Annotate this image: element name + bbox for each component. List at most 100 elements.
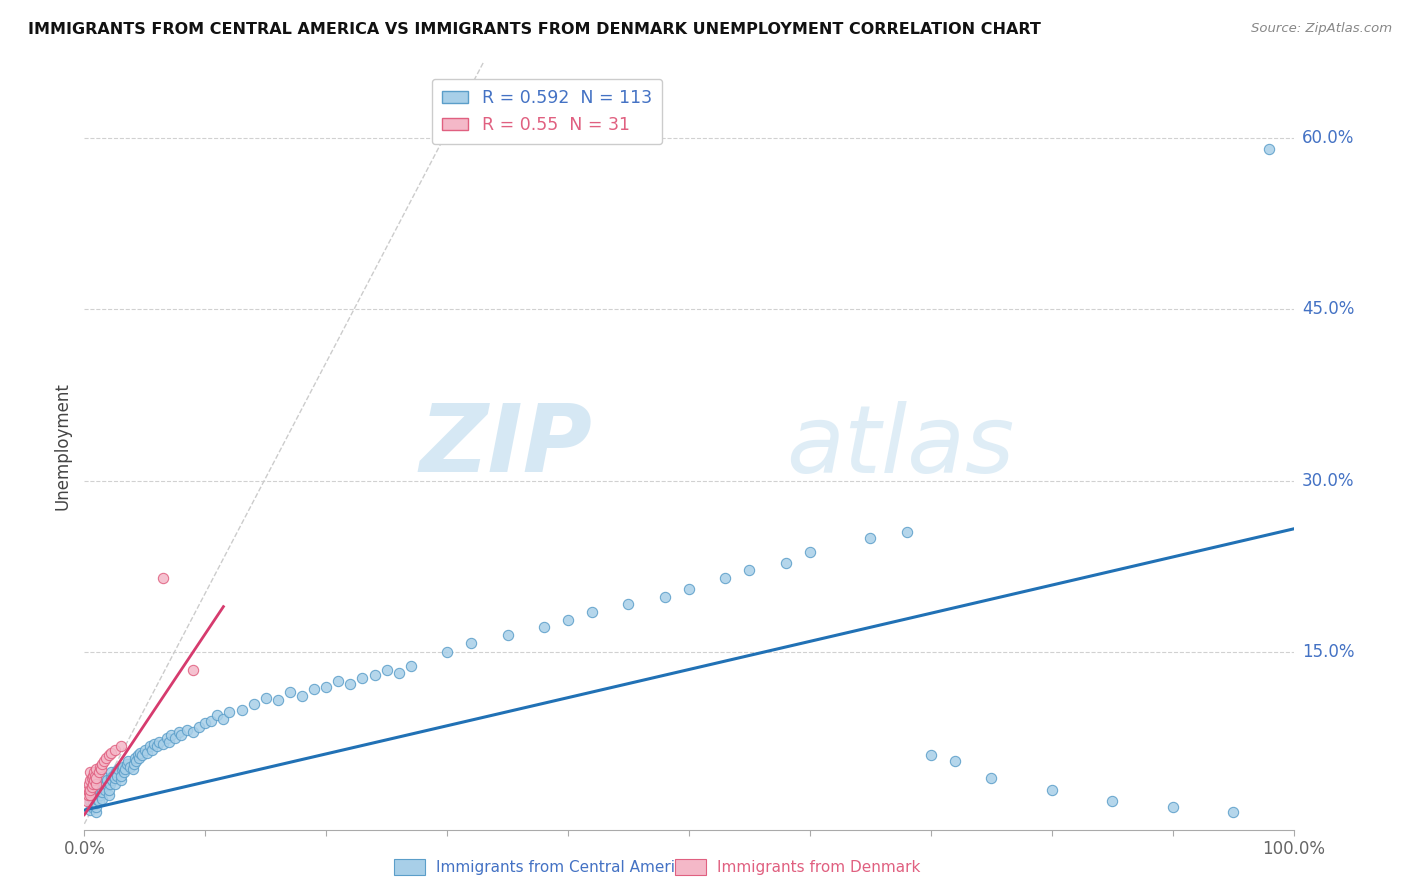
Point xyxy=(89,789,111,803)
Point xyxy=(82,777,104,791)
Point xyxy=(86,785,108,799)
Point xyxy=(148,734,170,748)
Point xyxy=(375,663,398,677)
Point xyxy=(86,805,108,820)
Point xyxy=(79,782,101,797)
Point xyxy=(100,771,122,785)
Point xyxy=(80,771,103,785)
Point xyxy=(110,773,132,788)
Text: atlas: atlas xyxy=(786,401,1014,491)
Point xyxy=(87,765,110,780)
Point xyxy=(218,705,240,719)
Point xyxy=(136,746,159,760)
Point xyxy=(104,771,127,785)
Point xyxy=(138,739,160,753)
Point xyxy=(86,799,108,814)
Point xyxy=(111,762,134,776)
Point xyxy=(82,797,104,811)
Point xyxy=(76,794,98,808)
Point xyxy=(557,613,579,627)
Point xyxy=(79,794,101,808)
Point xyxy=(77,777,100,791)
Point xyxy=(97,748,120,763)
Point xyxy=(980,771,1002,785)
Point xyxy=(86,777,108,791)
Point xyxy=(207,708,229,723)
Point xyxy=(110,769,132,783)
Point xyxy=(167,725,190,739)
Point xyxy=(128,750,150,764)
Point xyxy=(896,525,918,540)
Point xyxy=(90,762,112,776)
Point xyxy=(131,748,153,763)
Point xyxy=(112,760,135,774)
Point xyxy=(80,799,103,814)
Point xyxy=(91,791,114,805)
Point xyxy=(157,734,180,748)
Point xyxy=(920,748,942,763)
Point xyxy=(97,789,120,803)
Point xyxy=(278,685,301,699)
Point xyxy=(617,598,640,612)
Point xyxy=(399,659,422,673)
Point xyxy=(181,663,204,677)
Point xyxy=(363,668,385,682)
Point xyxy=(83,773,105,788)
Text: 30.0%: 30.0% xyxy=(1302,472,1354,490)
Point xyxy=(86,782,108,797)
Point xyxy=(83,765,105,780)
Point xyxy=(194,716,217,731)
Point xyxy=(1040,782,1063,797)
Point xyxy=(176,723,198,737)
Point xyxy=(388,665,411,680)
Text: 15.0%: 15.0% xyxy=(1302,643,1354,661)
Point xyxy=(104,777,127,791)
Point xyxy=(79,773,101,788)
Point xyxy=(91,785,114,799)
Point xyxy=(105,769,128,783)
Point xyxy=(96,773,118,788)
Point xyxy=(943,754,966,768)
Point xyxy=(117,754,139,768)
Point xyxy=(94,771,117,785)
Point xyxy=(79,803,101,817)
Point xyxy=(98,777,121,791)
Point xyxy=(93,754,115,768)
Point xyxy=(170,728,193,742)
Point xyxy=(200,714,222,728)
Text: Immigrants from Denmark: Immigrants from Denmark xyxy=(717,861,921,875)
Point xyxy=(83,791,105,805)
Point xyxy=(77,785,100,799)
Point xyxy=(103,769,125,783)
Point xyxy=(125,754,148,768)
Point xyxy=(678,582,700,597)
Point xyxy=(581,605,603,619)
Point xyxy=(315,680,337,694)
Point xyxy=(91,757,114,772)
Point xyxy=(93,780,115,795)
Point xyxy=(460,636,482,650)
Point xyxy=(436,645,458,659)
Point xyxy=(339,677,361,691)
Point xyxy=(129,746,152,760)
Point xyxy=(152,737,174,751)
Point xyxy=(291,689,314,703)
Text: Source: ZipAtlas.com: Source: ZipAtlas.com xyxy=(1251,22,1392,36)
Point xyxy=(86,777,108,791)
Point xyxy=(104,742,127,756)
Point xyxy=(121,762,143,776)
Point xyxy=(496,628,519,642)
Point xyxy=(112,765,135,780)
Text: IMMIGRANTS FROM CENTRAL AMERICA VS IMMIGRANTS FROM DENMARK UNEMPLOYMENT CORRELAT: IMMIGRANTS FROM CENTRAL AMERICA VS IMMIG… xyxy=(28,22,1040,37)
Point xyxy=(714,571,737,585)
Point xyxy=(267,693,290,707)
Point xyxy=(775,556,797,570)
Point xyxy=(94,750,117,764)
Point xyxy=(110,739,132,753)
Point xyxy=(352,671,374,685)
Point xyxy=(79,789,101,803)
Point xyxy=(87,794,110,808)
Point xyxy=(165,731,187,745)
Point xyxy=(1101,794,1123,808)
Point xyxy=(1161,799,1184,814)
